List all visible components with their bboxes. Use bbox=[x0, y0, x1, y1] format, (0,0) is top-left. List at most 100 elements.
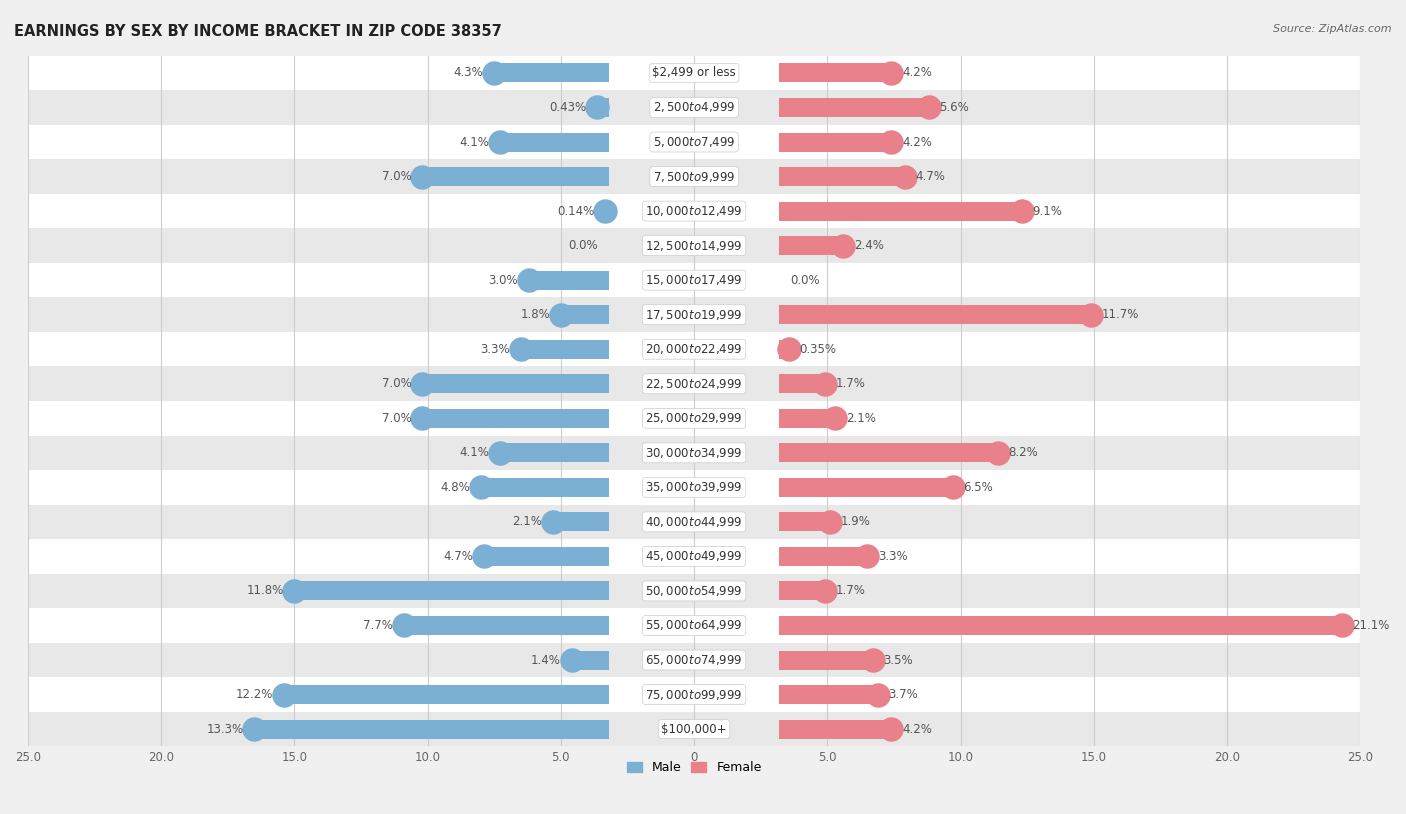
Text: $25,000 to $29,999: $25,000 to $29,999 bbox=[645, 411, 742, 425]
Text: 1.7%: 1.7% bbox=[835, 377, 865, 390]
Text: EARNINGS BY SEX BY INCOME BRACKET IN ZIP CODE 38357: EARNINGS BY SEX BY INCOME BRACKET IN ZIP… bbox=[14, 24, 502, 39]
Bar bbox=[28, 608, 1360, 643]
Bar bbox=[28, 160, 1360, 194]
Text: 4.2%: 4.2% bbox=[901, 136, 932, 148]
Bar bbox=[495, 63, 609, 82]
Bar bbox=[499, 444, 609, 462]
Text: 4.8%: 4.8% bbox=[440, 481, 470, 494]
Bar bbox=[28, 297, 1360, 332]
Text: 3.5%: 3.5% bbox=[883, 654, 912, 667]
Text: 8.2%: 8.2% bbox=[1008, 446, 1038, 459]
Bar bbox=[404, 616, 609, 635]
Bar bbox=[481, 478, 609, 497]
Bar bbox=[28, 574, 1360, 608]
Bar bbox=[529, 271, 609, 290]
Text: 4.1%: 4.1% bbox=[458, 136, 489, 148]
Text: $75,000 to $99,999: $75,000 to $99,999 bbox=[645, 688, 742, 702]
Text: $10,000 to $12,499: $10,000 to $12,499 bbox=[645, 204, 742, 218]
Text: 3.7%: 3.7% bbox=[889, 688, 918, 701]
Text: 12.2%: 12.2% bbox=[236, 688, 273, 701]
Text: 0.0%: 0.0% bbox=[790, 274, 820, 287]
Bar bbox=[779, 512, 830, 532]
Bar bbox=[28, 505, 1360, 539]
Text: 4.7%: 4.7% bbox=[915, 170, 945, 183]
Bar bbox=[28, 711, 1360, 746]
Text: 0.35%: 0.35% bbox=[800, 343, 837, 356]
Text: 5.6%: 5.6% bbox=[939, 101, 969, 114]
Bar bbox=[28, 401, 1360, 435]
Bar bbox=[28, 332, 1360, 366]
Text: $5,000 to $7,499: $5,000 to $7,499 bbox=[652, 135, 735, 149]
Text: 2.1%: 2.1% bbox=[512, 515, 543, 528]
Text: 13.3%: 13.3% bbox=[207, 723, 243, 736]
Bar bbox=[779, 305, 1091, 324]
Text: $45,000 to $49,999: $45,000 to $49,999 bbox=[645, 549, 742, 563]
Text: 0.43%: 0.43% bbox=[550, 101, 586, 114]
Text: $55,000 to $64,999: $55,000 to $64,999 bbox=[645, 619, 742, 632]
Bar bbox=[484, 547, 609, 566]
Text: $15,000 to $17,499: $15,000 to $17,499 bbox=[645, 274, 742, 287]
Text: $22,500 to $24,999: $22,500 to $24,999 bbox=[645, 377, 742, 391]
Text: 1.8%: 1.8% bbox=[520, 309, 550, 322]
Text: $30,000 to $34,999: $30,000 to $34,999 bbox=[645, 446, 742, 460]
Text: 11.7%: 11.7% bbox=[1102, 309, 1139, 322]
Text: 3.3%: 3.3% bbox=[481, 343, 510, 356]
Bar bbox=[779, 581, 825, 601]
Text: 4.3%: 4.3% bbox=[454, 67, 484, 80]
Text: $35,000 to $39,999: $35,000 to $39,999 bbox=[645, 480, 742, 494]
Bar bbox=[28, 677, 1360, 711]
Bar bbox=[779, 478, 952, 497]
Bar bbox=[28, 643, 1360, 677]
Text: $65,000 to $74,999: $65,000 to $74,999 bbox=[645, 653, 742, 667]
Bar bbox=[28, 229, 1360, 263]
Bar bbox=[28, 125, 1360, 160]
Text: 6.5%: 6.5% bbox=[963, 481, 993, 494]
Bar bbox=[779, 685, 877, 704]
Text: $40,000 to $44,999: $40,000 to $44,999 bbox=[645, 515, 742, 529]
Bar bbox=[779, 720, 891, 738]
Bar bbox=[28, 263, 1360, 297]
Bar bbox=[779, 444, 998, 462]
Text: $100,000+: $100,000+ bbox=[661, 723, 727, 736]
Text: 21.1%: 21.1% bbox=[1353, 619, 1389, 632]
Text: 4.1%: 4.1% bbox=[458, 446, 489, 459]
Bar bbox=[422, 374, 609, 393]
Bar bbox=[294, 581, 609, 601]
Text: 1.4%: 1.4% bbox=[531, 654, 561, 667]
Bar bbox=[28, 194, 1360, 229]
Bar bbox=[499, 133, 609, 151]
Text: 7.0%: 7.0% bbox=[382, 412, 412, 425]
Text: 1.9%: 1.9% bbox=[841, 515, 870, 528]
Bar bbox=[779, 98, 928, 117]
Text: $2,500 to $4,999: $2,500 to $4,999 bbox=[652, 100, 735, 115]
Bar bbox=[284, 685, 609, 704]
Bar bbox=[779, 167, 904, 186]
Text: 11.8%: 11.8% bbox=[246, 584, 284, 597]
Text: 1.7%: 1.7% bbox=[835, 584, 865, 597]
Text: 0.14%: 0.14% bbox=[557, 204, 595, 217]
Bar bbox=[28, 435, 1360, 470]
Text: 9.1%: 9.1% bbox=[1032, 204, 1063, 217]
Bar bbox=[779, 616, 1341, 635]
Text: $12,500 to $14,999: $12,500 to $14,999 bbox=[645, 239, 742, 252]
Bar bbox=[28, 90, 1360, 125]
Bar bbox=[779, 63, 891, 82]
Bar bbox=[779, 547, 868, 566]
Bar bbox=[779, 374, 825, 393]
Bar bbox=[254, 720, 609, 738]
Bar bbox=[561, 305, 609, 324]
Text: $50,000 to $54,999: $50,000 to $54,999 bbox=[645, 584, 742, 598]
Bar bbox=[520, 339, 609, 359]
Text: 4.2%: 4.2% bbox=[901, 67, 932, 80]
Bar bbox=[779, 650, 873, 670]
Bar bbox=[571, 650, 609, 670]
Text: 7.0%: 7.0% bbox=[382, 377, 412, 390]
Bar bbox=[422, 167, 609, 186]
Text: 2.4%: 2.4% bbox=[853, 239, 884, 252]
Bar bbox=[28, 55, 1360, 90]
Bar bbox=[779, 236, 844, 255]
Bar bbox=[779, 339, 789, 359]
Bar bbox=[779, 409, 835, 428]
Text: 4.7%: 4.7% bbox=[443, 550, 472, 563]
Bar bbox=[422, 409, 609, 428]
